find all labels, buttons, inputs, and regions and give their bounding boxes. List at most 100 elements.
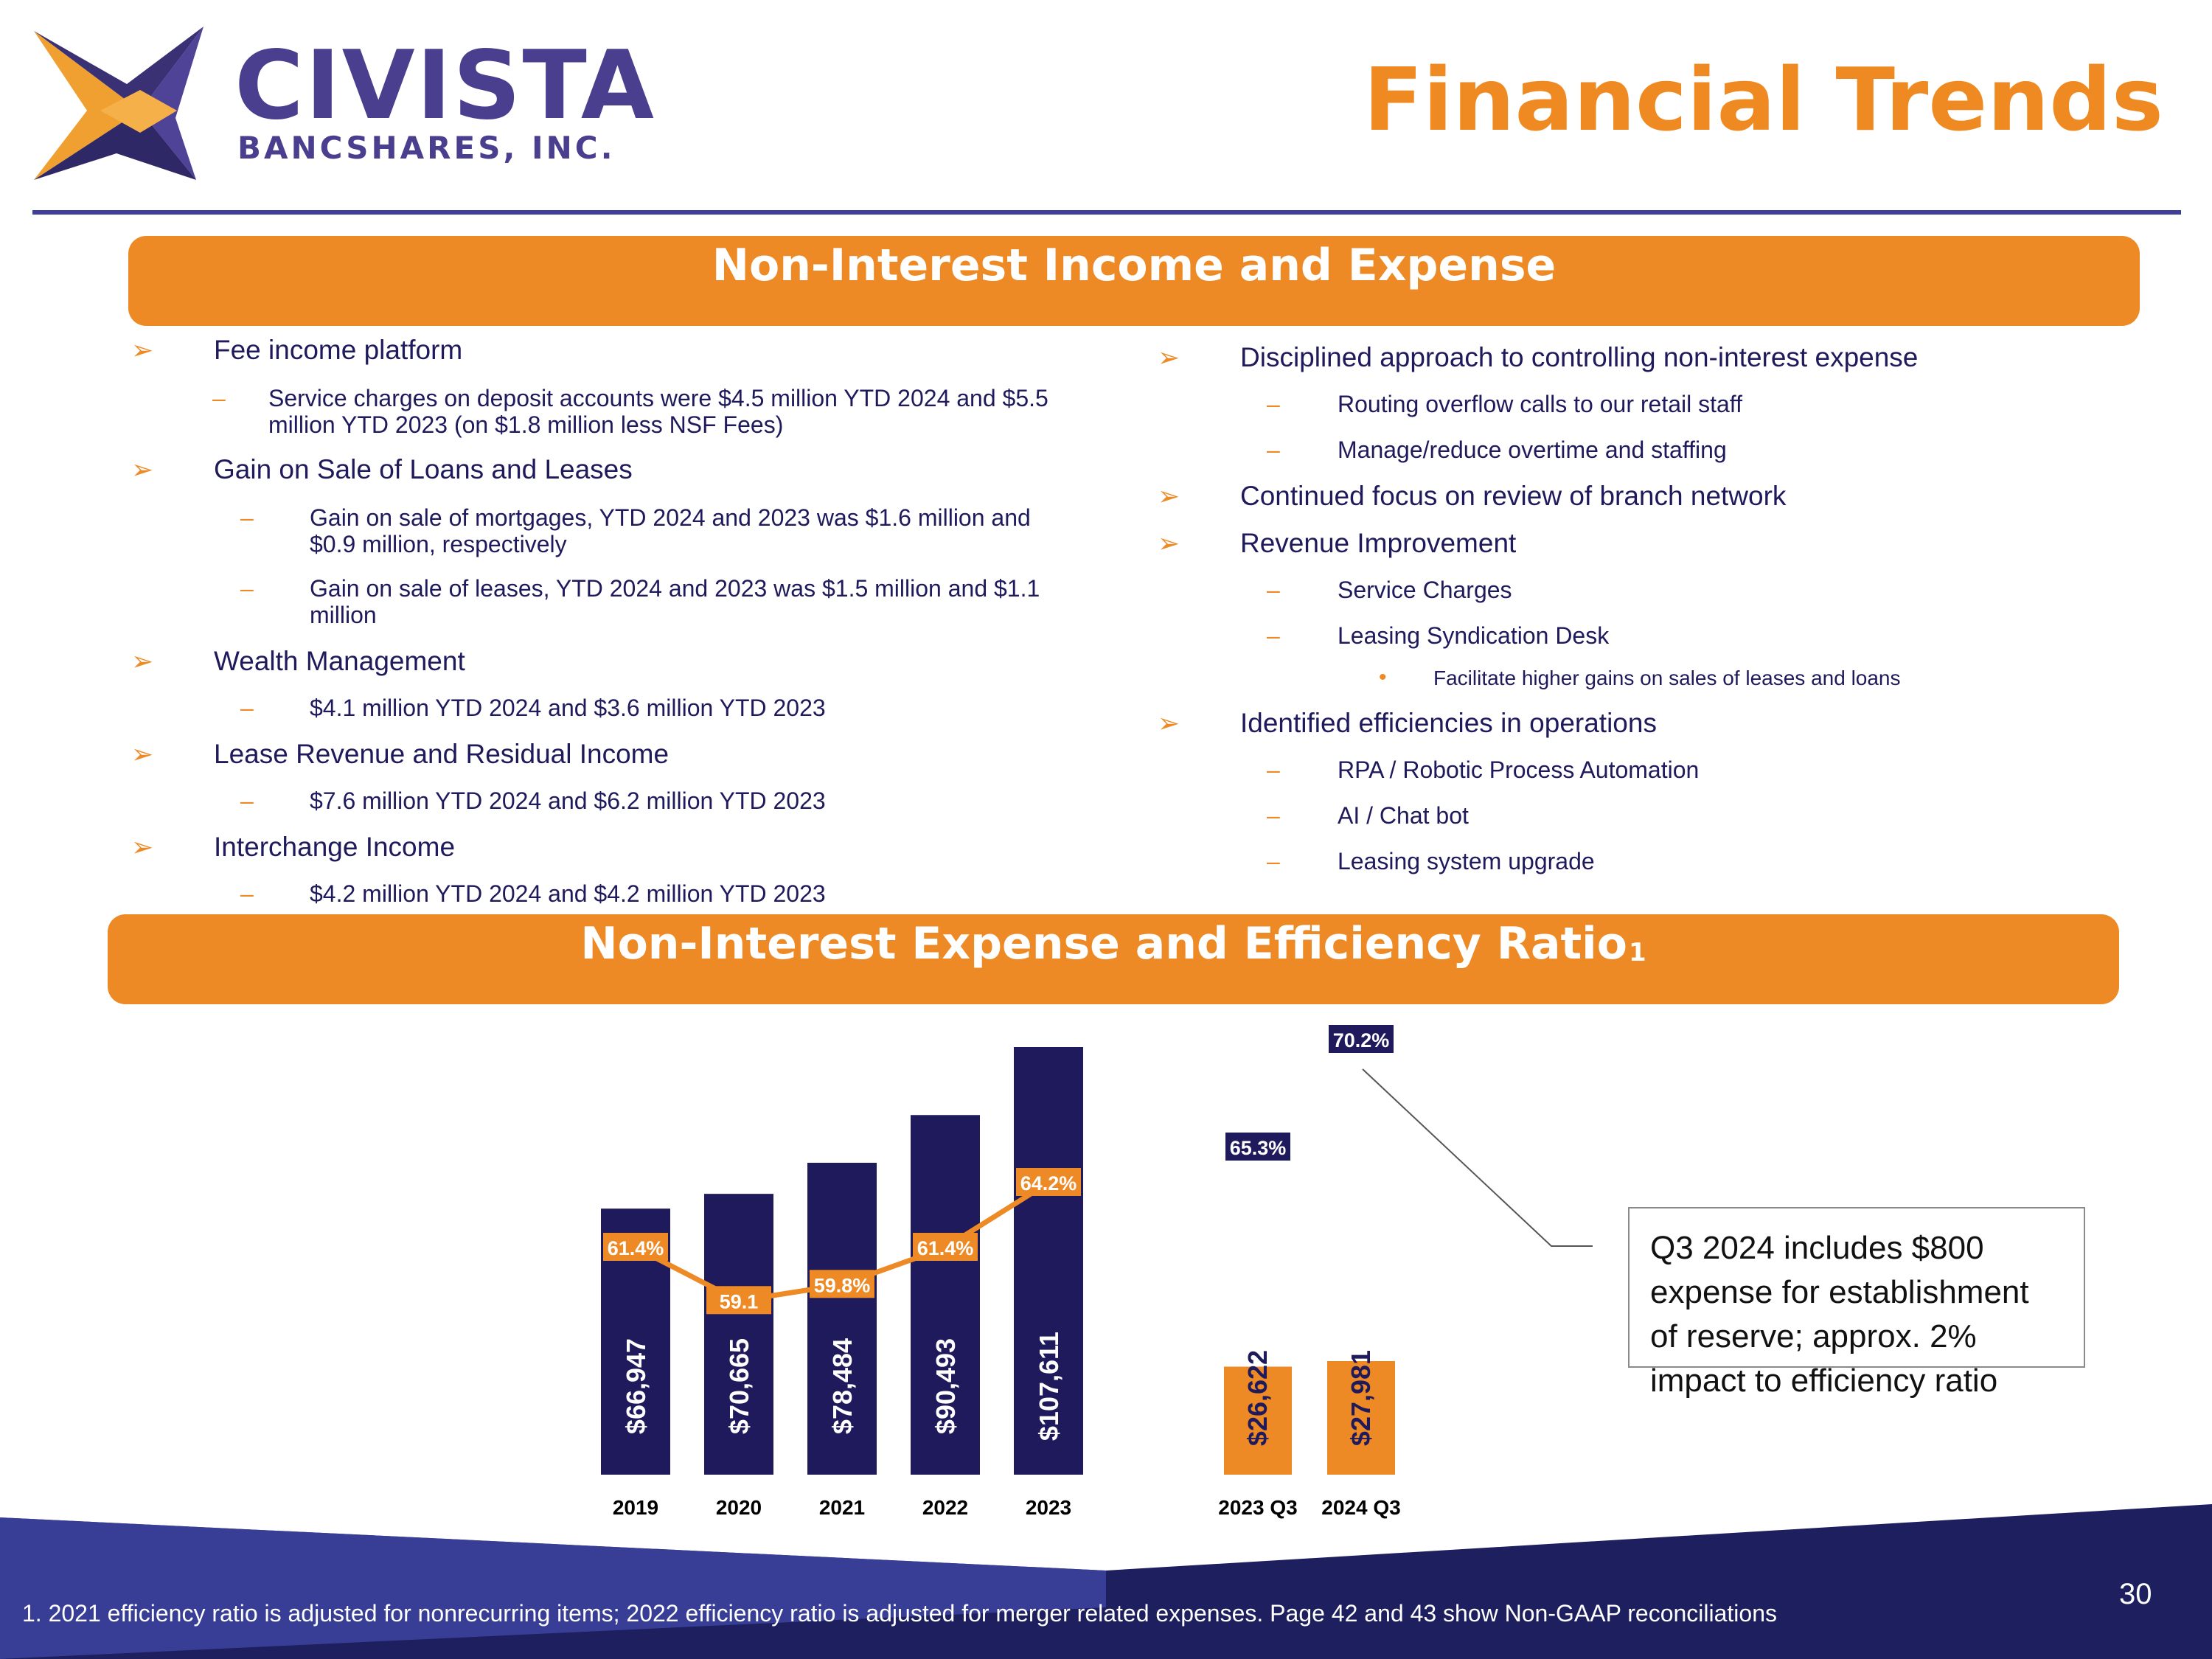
callout-line: Q3 2024 includes $800 (1650, 1230, 1984, 1266)
arrow-bullet-icon: ➢ (1158, 708, 1180, 738)
logo-star-left (34, 31, 140, 180)
sub-bullet-leases-cont: million (310, 602, 377, 628)
arrow-bullet-icon: ➢ (1158, 481, 1180, 511)
logo-name: CIVISTA (234, 31, 655, 141)
dash-bullet-icon: – (240, 504, 254, 531)
dash-bullet-icon: – (212, 385, 226, 411)
sub-bullet-leasing-upgrade: Leasing system upgrade (1338, 848, 1595, 874)
sub-bullet-lease-revenue: $7.6 million YTD 2024 and $6.2 million Y… (310, 787, 826, 814)
arrow-bullet-icon: ➢ (131, 454, 154, 484)
bullet-revenue: Revenue Improvement (1240, 528, 1517, 558)
bar-quarter-expense (1224, 1366, 1292, 1475)
x-tick-label: 2023 Q3 (1218, 1496, 1297, 1519)
ratio-data-label: 70.2% (1333, 1029, 1390, 1051)
ratio-data-label: 61.4% (608, 1237, 664, 1259)
bar-value-label: $107,611 (1034, 1332, 1064, 1441)
bullet-fee-income: Fee income platform (214, 335, 463, 365)
callout-line: expense for establishment (1650, 1274, 2029, 1310)
logo-star-top (34, 27, 204, 111)
section-title: Non-Interest Expense and Efficiency Rati… (580, 918, 1627, 970)
sub-bullet-leasing-desk: Leasing Syndication Desk (1338, 622, 1610, 649)
dash-bullet-icon: – (240, 787, 254, 814)
bullet-disciplined: Disciplined approach to controlling non-… (1240, 342, 1919, 372)
bar-annual-expense (911, 1115, 980, 1475)
bar-annual-expense (807, 1162, 877, 1475)
section-banner-income-expense: Non-Interest Income and Expense (128, 236, 2140, 326)
ratio-data-label: 59.1 (720, 1290, 759, 1312)
dash-bullet-icon: – (1267, 757, 1280, 783)
sub-bullet-rpa: RPA / Robotic Process Automation (1338, 757, 1700, 783)
sub-bullet-routing: Routing overflow calls to our retail sta… (1338, 391, 1742, 417)
logo-subtitle: BANCSHARES, INC. (237, 130, 616, 166)
bullet-gain-on-sale: Gain on Sale of Loans and Leases (214, 454, 633, 484)
ratio-label-box (603, 1233, 668, 1261)
arrow-bullet-icon: ➢ (131, 646, 154, 676)
dot-bullet-icon: • (1379, 665, 1387, 689)
ratio-label-box (706, 1286, 771, 1315)
x-tick-label: 2020 (716, 1496, 762, 1519)
bullet-wealth: Wealth Management (214, 646, 465, 676)
bullet-efficiencies: Identified efficiencies in operations (1240, 708, 1657, 738)
ratio-label-box (810, 1270, 874, 1298)
title-divider (32, 210, 2181, 215)
dash-bullet-icon: – (1267, 802, 1280, 829)
dash-bullet-icon: – (1267, 848, 1280, 874)
bar-quarter-expense (1327, 1361, 1395, 1475)
x-tick-label: 2024 Q3 (1321, 1496, 1400, 1519)
ratio-data-label: 65.3% (1230, 1137, 1287, 1159)
sub-bullet-service-charges-right: Service Charges (1338, 577, 1512, 603)
logo-star-center (100, 90, 177, 133)
arrow-bullet-icon: ➢ (1158, 342, 1180, 372)
dash-bullet-icon: – (1267, 622, 1280, 649)
ratio-data-label: 64.2% (1020, 1172, 1077, 1194)
dash-bullet-icon: – (240, 695, 254, 721)
arrow-bullet-icon: ➢ (131, 335, 154, 365)
ratio-label-box (1016, 1168, 1081, 1196)
ratio-label-box (913, 1233, 978, 1261)
sub-bullet-interchange: $4.2 million YTD 2024 and $4.2 million Y… (310, 880, 826, 907)
bar-value-label: $70,665 (724, 1338, 754, 1434)
section-banner-efficiency: Non-Interest Expense and Efficiency Rati… (108, 914, 2119, 1004)
dash-bullet-icon: – (1267, 577, 1280, 603)
sub-bullet-mortgages: Gain on sale of mortgages, YTD 2024 and … (310, 504, 1031, 531)
bullet-lease-revenue: Lease Revenue and Residual Income (214, 739, 669, 769)
sub-bullet-overtime: Manage/reduce overtime and staffing (1338, 437, 1727, 463)
sub-sub-bullet-facilitate: Facilitate higher gains on sales of leas… (1433, 667, 1901, 689)
section-title: Non-Interest Income and Expense (712, 240, 1557, 291)
dash-bullet-icon: – (240, 575, 254, 602)
sub-bullet-service-charges: Service charges on deposit accounts were… (268, 385, 1048, 411)
civista-logo (34, 27, 204, 180)
bar-value-label: $78,484 (827, 1338, 858, 1434)
sub-bullet-wealth: $4.1 million YTD 2024 and $3.6 million Y… (310, 695, 826, 721)
bar-value-label: $27,981 (1346, 1350, 1376, 1446)
dash-bullet-icon: – (1267, 391, 1280, 417)
footnote: 1. 2021 efficiency ratio is adjusted for… (22, 1600, 1777, 1627)
callout-line: impact to efficiency ratio (1650, 1363, 1998, 1399)
x-tick-label: 2021 (819, 1496, 865, 1519)
dash-bullet-icon: – (1267, 437, 1280, 463)
page-title: Financial Trends (1363, 49, 2163, 150)
callout-leader-line (1362, 1068, 1593, 1247)
page-number: 30 (2119, 1578, 2152, 1610)
bar-annual-expense (704, 1194, 773, 1475)
callout-line: of reserve; approx. 2% (1650, 1318, 1977, 1354)
ratio-data-label: 59.8% (814, 1274, 871, 1296)
bar-value-label: $26,622 (1242, 1350, 1273, 1446)
x-tick-label: 2023 (1026, 1496, 1071, 1519)
sub-bullet-mortgages-cont: $0.9 million, respectively (310, 531, 567, 557)
x-tick-label: 2019 (613, 1496, 658, 1519)
ratio-label-box (1225, 1133, 1290, 1161)
arrow-bullet-icon: ➢ (1158, 528, 1180, 558)
bar-value-label: $66,947 (621, 1338, 651, 1434)
sub-bullet-service-charges-cont: million YTD 2023 (on $1.8 million less N… (268, 411, 784, 438)
sub-bullet-leases: Gain on sale of leases, YTD 2024 and 202… (310, 575, 1040, 602)
arrow-bullet-icon: ➢ (131, 832, 154, 862)
footer-band (0, 1504, 2212, 1659)
logo-star-bottom (34, 111, 196, 180)
callout-box: Q3 2024 includes $800 expense for establ… (1628, 1207, 2085, 1399)
sub-bullet-ai: AI / Chat bot (1338, 802, 1469, 829)
logo-star-right (140, 27, 204, 180)
arrow-bullet-icon: ➢ (131, 739, 154, 769)
ratio-data-label: 61.4% (917, 1237, 974, 1259)
